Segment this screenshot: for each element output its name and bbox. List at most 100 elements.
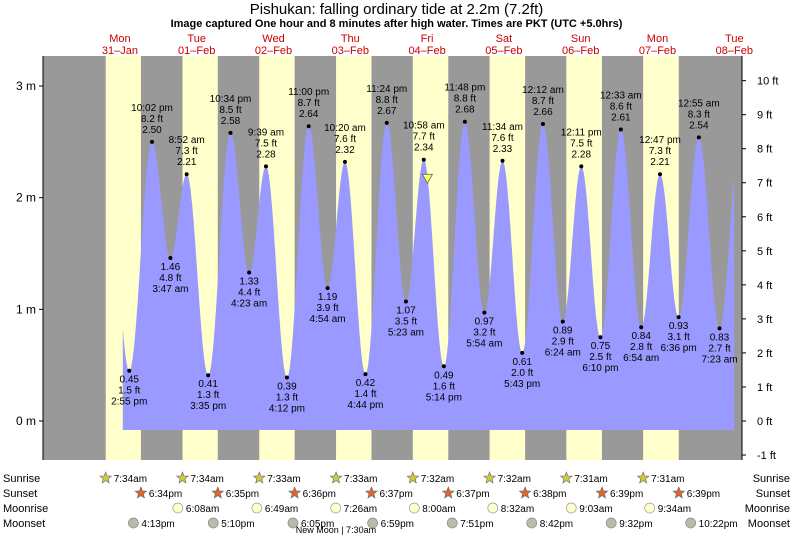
day-date-label: 03–Feb (332, 45, 369, 57)
left-tick-label: 1 m (16, 302, 36, 316)
low-tide-m-label: 1.19 (318, 292, 338, 303)
high-tide-time-label: 11:34 am (482, 122, 523, 133)
day-date-label: 05–Feb (485, 45, 522, 57)
moonset-time: 8:42pm (540, 519, 573, 530)
high-tide-m-label: 2.28 (572, 149, 592, 160)
low-tide-time-label: 3:35 pm (190, 401, 226, 412)
sunset-icon (595, 486, 609, 499)
moonset-time: 5:10pm (221, 519, 254, 530)
low-tide-ft-label: 3.5 ft (395, 317, 417, 328)
tide-extreme-point (618, 127, 623, 132)
right-tick-label: 2 ft (757, 348, 772, 360)
high-tide-ft-label: 7.3 ft (176, 146, 198, 157)
right-tick-label: 5 ft (757, 246, 772, 258)
high-tide-ft-label: 7.6 ft (491, 133, 513, 144)
moonset-icon (287, 517, 299, 529)
sunrise-icon (406, 471, 420, 484)
tide-extreme-point (384, 120, 389, 125)
low-tide-ft-label: 3.2 ft (473, 328, 495, 339)
left-tick-label: 2 m (16, 191, 36, 205)
right-tick-label: 9 ft (757, 110, 772, 122)
high-tide-ft-label: 8.8 ft (454, 94, 476, 105)
day-name-label: Sun (571, 33, 591, 45)
right-tick-label: -1 ft (757, 450, 776, 462)
high-tide-ft-label: 8.5 ft (219, 105, 241, 116)
sunset-time: 6:38pm (533, 489, 566, 500)
moonrise-icon (565, 502, 577, 514)
low-tide-ft-label: 2.9 ft (552, 337, 574, 348)
low-tide-time-label: 7:23 am (701, 354, 737, 365)
astro-row-label-left: Sunset (3, 488, 37, 500)
right-tick-label: 7 ft (757, 178, 772, 190)
sunset-icon (518, 486, 532, 499)
low-tide-time-label: 5:23 am (388, 328, 424, 339)
day-name-label: Wed (262, 33, 284, 45)
moonrise-icon (330, 502, 342, 514)
day-name-label: Mon (647, 33, 668, 45)
day-date-label: 08–Feb (716, 45, 753, 57)
high-tide-m-label: 2.61 (611, 113, 631, 124)
high-tide-m-label: 2.66 (533, 107, 553, 118)
high-tide-m-label: 2.28 (256, 149, 276, 160)
low-tide-time-label: 6:24 am (545, 348, 581, 359)
day-name-label: Tue (725, 33, 744, 45)
moonrise-icon (487, 502, 499, 514)
sunset-time: 6:37pm (456, 489, 489, 500)
high-tide-time-label: 10:58 am (403, 121, 445, 132)
low-tide-m-label: 0.75 (591, 341, 611, 352)
moonset-time: 4:13pm (141, 519, 174, 530)
low-tide-m-label: 0.41 (198, 379, 218, 390)
left-tick-label: 0 m (16, 414, 36, 428)
sunrise-time: 7:33am (267, 474, 300, 485)
sunrise-time: 7:32am (498, 474, 531, 485)
high-tide-m-label: 2.33 (493, 144, 513, 155)
low-tide-time-label: 4:12 pm (269, 403, 305, 414)
high-tide-ft-label: 8.2 ft (141, 114, 163, 125)
tide-extreme-point (560, 319, 565, 324)
right-tick-label: 8 ft (757, 144, 772, 156)
low-tide-ft-label: 1.6 ft (433, 381, 455, 392)
tide-extreme-point (263, 164, 268, 169)
chart-subtitle: Image captured One hour and 8 minutes af… (170, 18, 623, 30)
day-date-label: 02–Feb (255, 45, 292, 57)
high-tide-ft-label: 8.7 ft (532, 96, 554, 107)
low-tide-m-label: 0.93 (669, 321, 689, 332)
sunset-icon (365, 486, 378, 499)
tide-extreme-point (325, 286, 330, 291)
high-tide-ft-label: 7.5 ft (570, 138, 592, 149)
high-tide-m-label: 2.32 (335, 145, 355, 156)
sunrise-icon (252, 471, 266, 484)
sunrise-time: 7:31am (574, 474, 607, 485)
high-tide-m-label: 2.34 (414, 143, 434, 154)
current-tide-marker (421, 173, 434, 185)
sunset-icon (672, 486, 686, 499)
right-tick-label: 10 ft (757, 76, 778, 88)
sunset-time: 6:39pm (687, 489, 720, 500)
moonrise-time: 6:08am (186, 504, 219, 515)
tide-extreme-point (127, 368, 132, 373)
low-tide-m-label: 0.45 (119, 375, 139, 386)
low-tide-m-label: 0.97 (475, 317, 495, 328)
sunset-icon (211, 486, 225, 499)
tide-extreme-point (441, 364, 446, 369)
high-tide-ft-label: 7.6 ft (334, 134, 356, 145)
day-name-label: Tue (187, 33, 206, 45)
moonrise-time: 9:34am (658, 504, 691, 515)
moonrise-time: 8:00am (422, 504, 455, 515)
sunrise-icon (636, 471, 650, 484)
tide-extreme-point (403, 299, 408, 304)
low-tide-ft-label: 2.5 ft (589, 352, 611, 363)
right-tick-label: 6 ft (757, 212, 772, 224)
moonset-icon (685, 517, 697, 529)
moonset-icon (128, 517, 139, 529)
tide-extreme-point (306, 124, 311, 129)
sunrise-time: 7:34am (191, 474, 224, 485)
astro-row-label-left: Moonrise (3, 503, 48, 515)
tide-extreme-point (342, 159, 347, 164)
low-tide-time-label: 5:54 am (466, 339, 502, 350)
day-date-label: 07–Feb (639, 45, 676, 57)
tide-extreme-point (363, 372, 368, 377)
right-tick-label: 0 ft (757, 416, 772, 428)
low-tide-time-label: 6:36 pm (661, 343, 697, 354)
low-tide-time-label: 4:44 pm (347, 400, 383, 411)
